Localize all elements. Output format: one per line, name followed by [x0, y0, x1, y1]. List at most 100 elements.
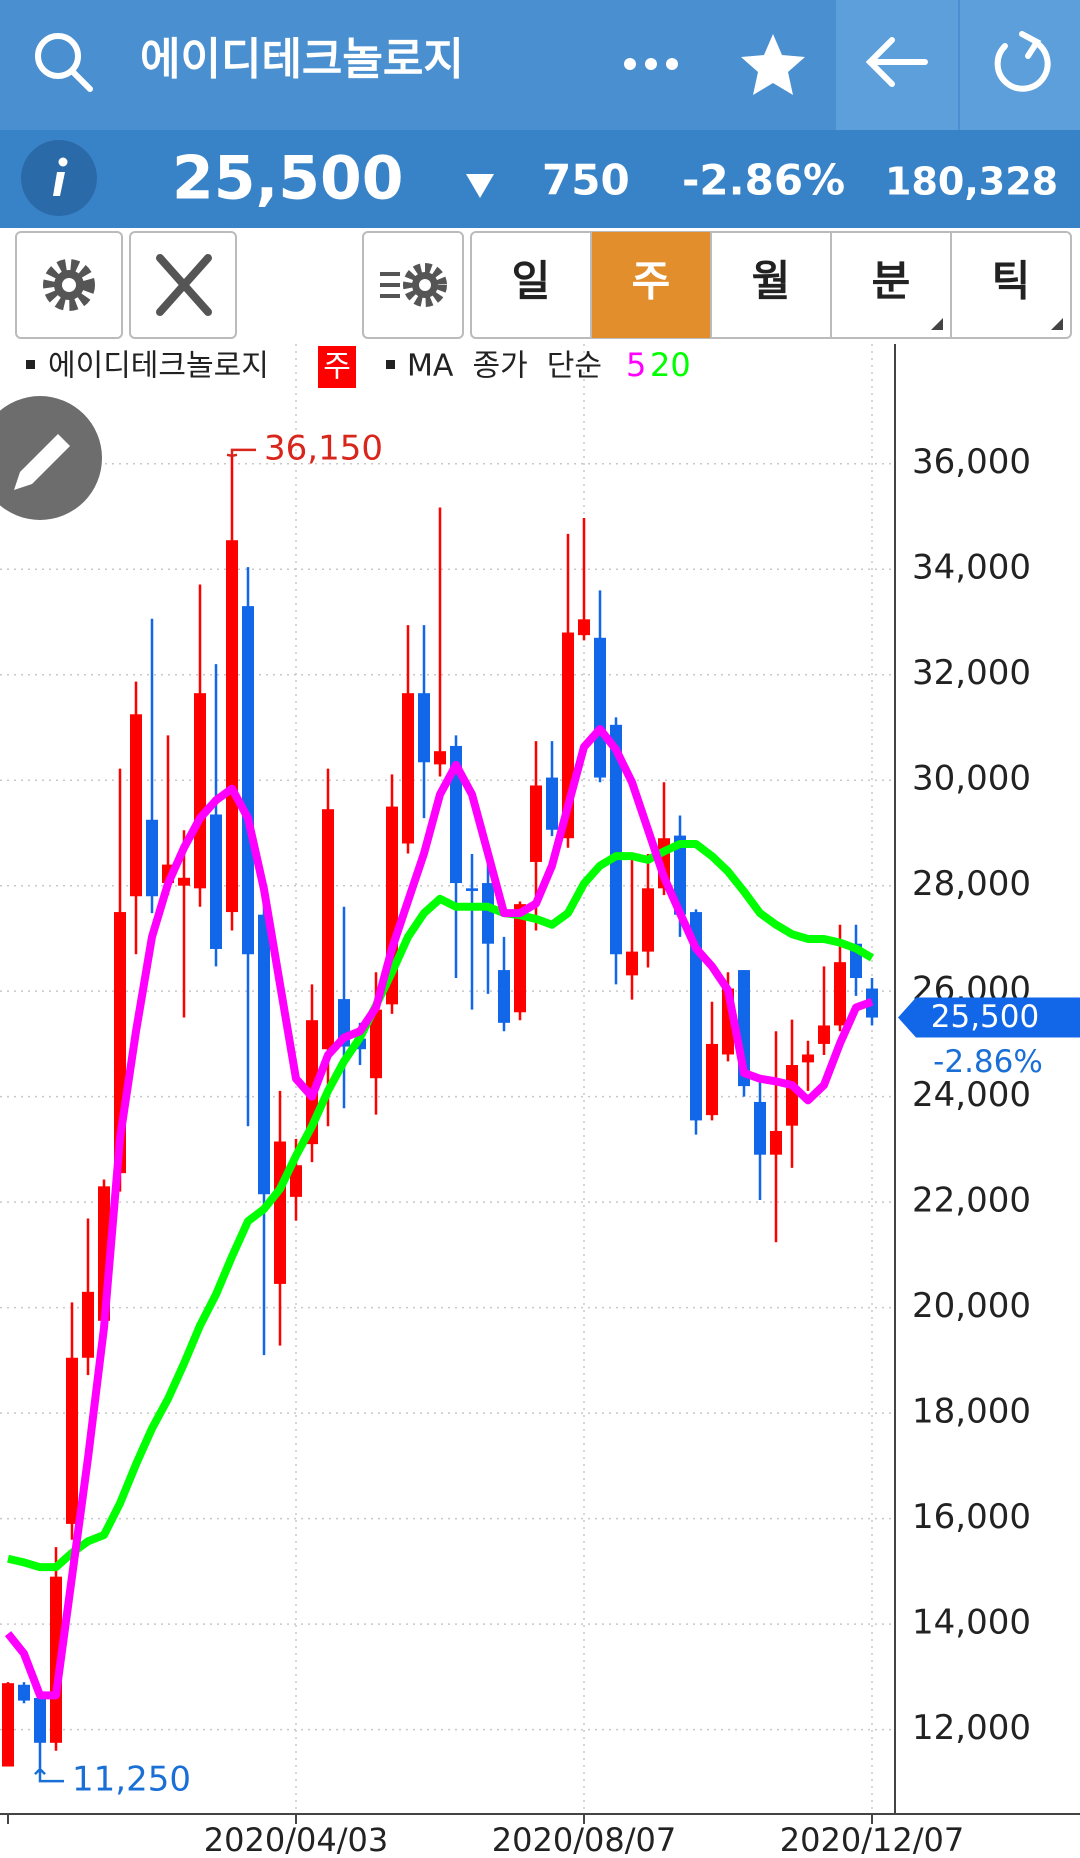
- candle-body: [786, 1065, 798, 1126]
- tab-corner: [1051, 318, 1063, 330]
- candle-body: [130, 714, 142, 897]
- candle-body: [242, 606, 254, 955]
- y-tick-label: 16,000: [912, 1497, 1031, 1537]
- y-tick-label: 14,000: [912, 1603, 1031, 1643]
- settings-button[interactable]: [15, 231, 123, 339]
- y-tick-label: 30,000: [912, 759, 1031, 799]
- draw-button[interactable]: [0, 396, 102, 520]
- candle-body: [594, 637, 606, 778]
- candle-body: [626, 951, 638, 976]
- candle-body: [34, 1697, 46, 1743]
- search-icon[interactable]: [35, 33, 93, 92]
- last-change-label: -2.86%: [933, 1044, 1043, 1080]
- refresh-button-bg[interactable]: [960, 0, 1080, 130]
- candle-body: [82, 1291, 94, 1358]
- candle-body: [834, 962, 846, 1026]
- candle-body: [482, 883, 494, 944]
- candle-body: [434, 751, 446, 765]
- candle-body: [402, 693, 414, 844]
- y-tick-label: 24,000: [912, 1075, 1031, 1115]
- candle-body: [610, 724, 622, 955]
- legend-ma5: 5: [626, 346, 646, 384]
- ma-line: [4, 725, 874, 1700]
- candle-body: [178, 877, 190, 886]
- change: 750: [542, 156, 630, 205]
- x-tick-label: 2020/04/03: [204, 1821, 388, 1858]
- tools-button[interactable]: [129, 231, 237, 339]
- legend-badge-bg: [318, 346, 356, 388]
- stock-title: 에이디테크놀로지: [140, 34, 464, 85]
- candle-body: [210, 814, 222, 949]
- candle-body: [674, 835, 686, 915]
- candle-body: [642, 888, 654, 952]
- legend-bullet: [26, 360, 35, 369]
- info-icon: [53, 157, 68, 196]
- candle-body: [194, 693, 206, 889]
- candle-body: [754, 1101, 766, 1155]
- down-arrow: [466, 174, 494, 198]
- extreme-marker: [230, 448, 256, 456]
- tab-corner: [931, 318, 943, 330]
- legend-ma: MA 종가 단순: [407, 349, 602, 384]
- quote-bar: [0, 130, 1080, 228]
- legend-bullet: [386, 360, 395, 369]
- candle-body: [226, 540, 238, 913]
- change-pct: -2.86%: [682, 156, 845, 205]
- candle-body: [690, 912, 702, 1121]
- price: 25,500: [172, 144, 404, 214]
- extreme-label: 11,250: [72, 1760, 191, 1800]
- candle-body: [418, 693, 430, 763]
- y-tick-label: 12,000: [912, 1708, 1031, 1748]
- more-icon[interactable]: [624, 58, 678, 70]
- y-tick-label: 18,000: [912, 1392, 1031, 1432]
- candle-body: [770, 1130, 782, 1155]
- tab[interactable]: 분: [872, 257, 911, 306]
- indicator-settings-button[interactable]: [362, 231, 464, 339]
- candle-body: [370, 1009, 382, 1079]
- back-icon[interactable]: [865, 37, 928, 87]
- candle-body: [50, 1576, 62, 1743]
- legend-badge: 주: [323, 350, 351, 385]
- x-tick-label: 2020/08/07: [492, 1821, 676, 1858]
- refresh-icon[interactable]: [994, 31, 1051, 92]
- candle-body: [146, 819, 158, 897]
- y-tick-label: 20,000: [912, 1286, 1031, 1326]
- candle-body: [706, 1043, 718, 1116]
- candle-body: [546, 777, 558, 830]
- candle-body: [450, 745, 462, 884]
- y-tick-label: 32,000: [912, 653, 1031, 693]
- candle-body: [290, 1165, 302, 1197]
- tab[interactable]: 틱: [992, 257, 1031, 306]
- candle-body: [498, 970, 510, 1023]
- candle-body: [2, 1683, 14, 1767]
- star-icon[interactable]: [741, 34, 805, 95]
- candle-body: [66, 1357, 78, 1524]
- x-tick-label: 2020/12/07: [780, 1821, 964, 1858]
- legend-ma20: 20: [650, 346, 691, 384]
- ma-line: [7, 840, 875, 1572]
- last-price-tag: [898, 997, 1080, 1038]
- candle-body: [818, 1025, 830, 1044]
- candle-body: [802, 1054, 814, 1063]
- tab[interactable]: 주: [632, 257, 671, 306]
- y-tick-label: 28,000: [912, 864, 1031, 904]
- legend-stock: 에이디테크놀로지: [48, 349, 269, 384]
- extreme-arrowhead: [226, 453, 238, 458]
- tab[interactable]: 일: [512, 257, 551, 306]
- volume: 180,328: [885, 160, 1058, 204]
- candle-body: [530, 785, 542, 862]
- chart: 12,000 14,000 16,000 18,000 20,000 22,000 24,0…: [0, 344, 1080, 1858]
- tab-active-bg: [591, 232, 711, 338]
- tab[interactable]: 월: [752, 257, 791, 306]
- candle-body: [466, 888, 478, 891]
- y-tick-label: 22,000: [912, 1181, 1031, 1221]
- candle-body: [514, 904, 526, 1013]
- extreme-arrowhead: [34, 1767, 46, 1776]
- candle-body: [258, 914, 270, 1195]
- extreme-label: 36,150: [264, 428, 383, 468]
- last-price-label: 25,500: [931, 999, 1039, 1035]
- candle-body: [322, 809, 334, 1050]
